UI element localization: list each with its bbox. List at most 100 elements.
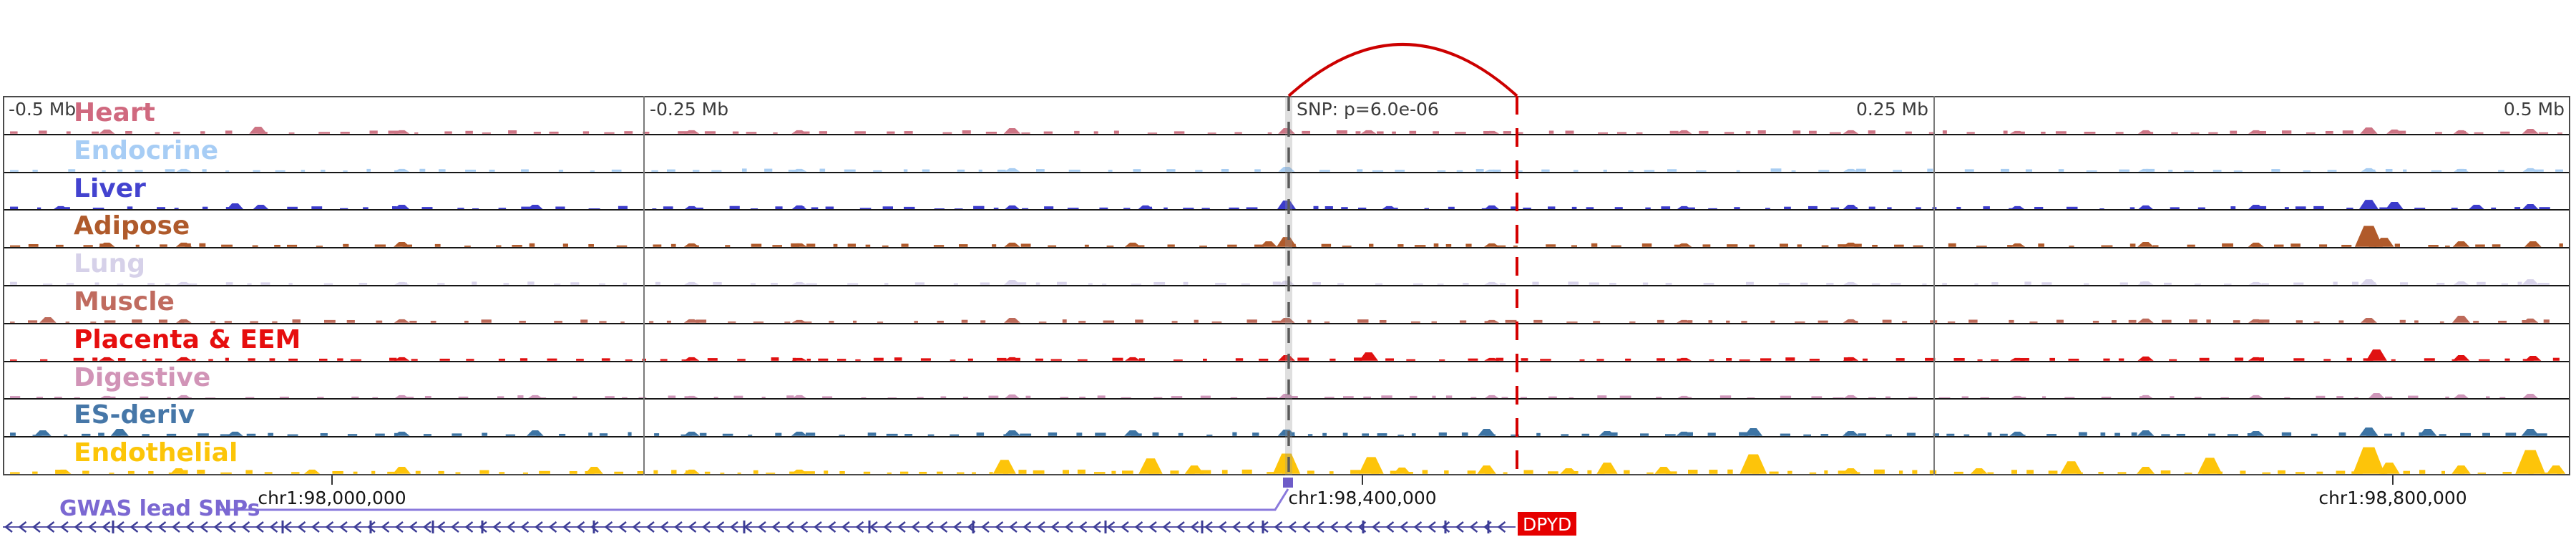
- track-signal-area: [10, 427, 2547, 437]
- strand-chevron-icon: [1302, 521, 1311, 533]
- strand-chevron-icon: [436, 521, 446, 533]
- strand-chevron-icon: [492, 521, 502, 533]
- strand-chevron-icon: [1413, 521, 1423, 533]
- chr-coordinate-label: chr1:98,800,000: [2318, 488, 2467, 508]
- strand-chevron-icon: [102, 521, 111, 533]
- track-row-digestive: Digestive: [4, 362, 2569, 400]
- strand-chevron-icon: [1204, 521, 1213, 533]
- snp-gene-arc: [1287, 43, 1518, 97]
- strand-chevron-icon: [311, 521, 320, 533]
- track-signal-area: [10, 199, 2550, 210]
- strand-chevron-icon: [799, 521, 809, 533]
- strand-chevron-icon: [395, 521, 404, 533]
- strand-chevron-icon: [1288, 521, 1297, 533]
- strand-chevron-icon: [479, 521, 487, 533]
- strand-chevron-icon: [241, 521, 250, 533]
- strand-chevron-icon: [562, 521, 571, 533]
- strand-chevron-icon: [32, 521, 41, 533]
- strand-chevron-icon: [995, 521, 1004, 533]
- strand-chevron-icon: [1176, 521, 1185, 533]
- track-signal-area: [10, 226, 2563, 248]
- strand-chevron-icon: [1078, 521, 1088, 533]
- axis-tick-label: -0.25 Mb: [650, 99, 729, 120]
- strand-chevron-icon: [688, 521, 697, 533]
- strand-chevron-icon: [325, 521, 334, 533]
- strand-chevron-icon: [1121, 521, 1129, 533]
- strand-chevron-icon: [632, 521, 641, 533]
- strand-chevron-icon: [911, 521, 920, 533]
- strand-chevron-icon: [130, 521, 139, 533]
- strand-chevron-icon: [981, 521, 990, 533]
- strand-chevron-icon: [1037, 521, 1045, 533]
- strand-chevron-icon: [507, 521, 515, 533]
- strand-chevron-icon: [869, 521, 878, 533]
- track-label: Liver: [74, 173, 146, 203]
- strand-chevron-icon: [1483, 521, 1492, 533]
- strand-chevron-icon: [339, 521, 348, 533]
- axis-tick-label: -0.5 Mb: [9, 99, 77, 120]
- strand-chevron-icon: [297, 521, 306, 533]
- strand-chevron-icon: [1106, 521, 1116, 533]
- strand-chevron-icon: [646, 521, 655, 533]
- strand-chevron-icon: [520, 521, 530, 533]
- strand-chevron-icon: [925, 521, 934, 533]
- gwas-snp-marker: [1283, 478, 1293, 488]
- track-signal-area: [10, 349, 2560, 361]
- strand-chevron-icon: [1050, 521, 1060, 533]
- strand-chevron-icon: [1357, 521, 1367, 533]
- strand-chevron-icon: [1385, 521, 1395, 533]
- track-label: Lung: [74, 249, 145, 279]
- track-signal-area: [10, 279, 2550, 285]
- track-row-placenta-eem: Placenta & EEM: [4, 324, 2569, 362]
- chr-coordinate-label: chr1:98,400,000: [1288, 488, 1437, 508]
- track-row-muscle: Muscle: [4, 286, 2569, 324]
- track-label: Heart: [74, 98, 155, 127]
- strand-chevron-icon: [228, 521, 236, 533]
- strand-chevron-icon: [743, 521, 753, 533]
- strand-chevron-icon: [967, 521, 976, 533]
- strand-chevron-icon: [1372, 521, 1380, 533]
- track-label: Digestive: [74, 362, 211, 392]
- strand-chevron-icon: [1330, 521, 1339, 533]
- strand-chevron-icon: [535, 521, 543, 533]
- strand-chevron-icon: [1260, 521, 1269, 533]
- strand-chevron-icon: [255, 521, 264, 533]
- strand-chevron-icon: [409, 521, 418, 533]
- strand-chevron-icon: [213, 521, 223, 533]
- strand-chevron-icon: [660, 521, 669, 533]
- strand-chevron-icon: [1232, 521, 1241, 533]
- strand-chevron-icon: [157, 521, 167, 533]
- strand-chevron-icon: [269, 521, 278, 533]
- strand-chevron-icon: [1162, 521, 1171, 533]
- track-label: Endothelial: [74, 438, 238, 468]
- strand-chevron-icon: [74, 521, 83, 533]
- strand-chevron-icon: [1455, 521, 1464, 533]
- strand-chevron-icon: [1009, 521, 1018, 533]
- strand-chevron-icon: [939, 521, 948, 533]
- track-signal-area: [10, 127, 2562, 134]
- tracks-panel: Heart Endocrine Liver Adipose Lung Muscl…: [3, 96, 2570, 475]
- strand-chevron-icon: [423, 521, 431, 533]
- strand-chevron-icon: [60, 521, 69, 533]
- strand-chevron-icon: [953, 521, 962, 533]
- track-row-adipose: Adipose: [4, 211, 2569, 249]
- strand-chevron-icon: [548, 521, 557, 533]
- strand-chevron-icon: [1344, 521, 1352, 533]
- strand-chevron-icon: [200, 521, 208, 533]
- strand-chevron-icon: [185, 521, 195, 533]
- strand-chevron-icon: [116, 521, 125, 533]
- strand-chevron-icon: [786, 521, 794, 533]
- strand-chevron-icon: [172, 521, 180, 533]
- strand-chevron-icon: [1246, 521, 1255, 533]
- axis-tick-label: 0.25 Mb: [1855, 99, 1928, 120]
- track-signal-area: [10, 447, 2566, 474]
- strand-chevron-icon: [702, 521, 711, 533]
- gene-name-badge: DPYD: [1518, 512, 1577, 536]
- strand-chevron-icon: [1497, 521, 1506, 533]
- strand-chevron-icon: [674, 521, 683, 533]
- strand-chevron-icon: [827, 521, 836, 533]
- strand-chevron-icon: [46, 521, 55, 533]
- track-signal-area: [10, 166, 2563, 172]
- strand-chevron-icon: [730, 521, 738, 533]
- track-label: ES-deriv: [74, 400, 195, 430]
